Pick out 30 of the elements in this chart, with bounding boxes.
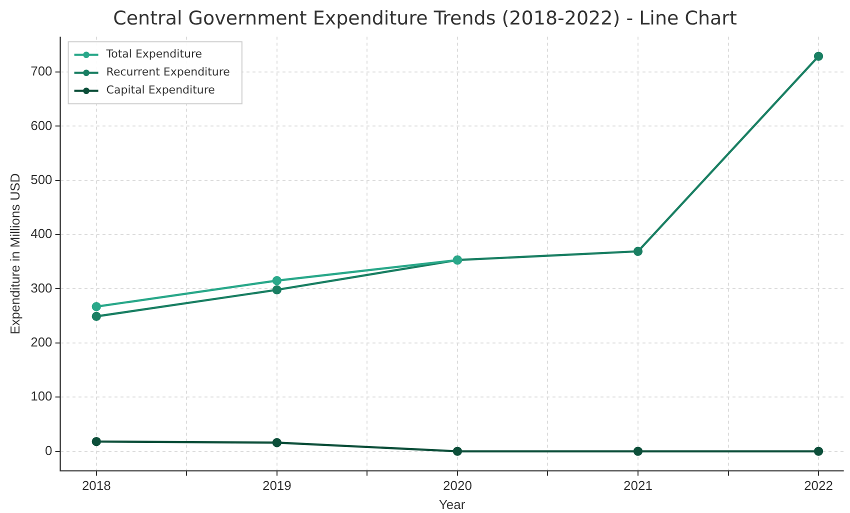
- y-tick-label: 400: [30, 226, 52, 242]
- x-tick-label: 2021: [624, 478, 652, 494]
- x-tick-label: 2018: [82, 478, 111, 494]
- point: [92, 312, 101, 321]
- point: [272, 276, 282, 286]
- point: [633, 446, 643, 456]
- y-tick-label: 200: [30, 334, 52, 350]
- y-tick-label: 500: [30, 172, 52, 187]
- point: [92, 436, 101, 446]
- y-axis-title: Expenditure in Millions USD: [7, 173, 22, 334]
- y-tick-label: 700: [30, 64, 52, 79]
- y-tick-label: 300: [30, 280, 52, 296]
- x-tick-label: 2019: [262, 478, 292, 494]
- x-tick-label: 2020: [443, 478, 472, 494]
- point: [92, 302, 101, 312]
- x-axis-title: Year: [438, 496, 466, 512]
- y-tick-label: 0: [45, 442, 52, 458]
- point: [272, 285, 282, 294]
- legend-label: Recurrent Expenditure: [106, 66, 230, 79]
- legend-label: Total Expenditure: [105, 48, 202, 61]
- point: [452, 446, 462, 456]
- x-tick-label: 2022: [804, 478, 833, 494]
- legend-label: Capital Expenditure: [106, 84, 216, 97]
- point: [814, 446, 824, 456]
- point: [814, 52, 824, 61]
- y-tick-label: 100: [30, 388, 52, 404]
- point: [272, 438, 282, 448]
- chart-title: Central Government Expenditure Trends (2018-2022) - Line Chart: [113, 7, 737, 30]
- y-tick-label: 600: [30, 118, 52, 133]
- point: [633, 246, 643, 256]
